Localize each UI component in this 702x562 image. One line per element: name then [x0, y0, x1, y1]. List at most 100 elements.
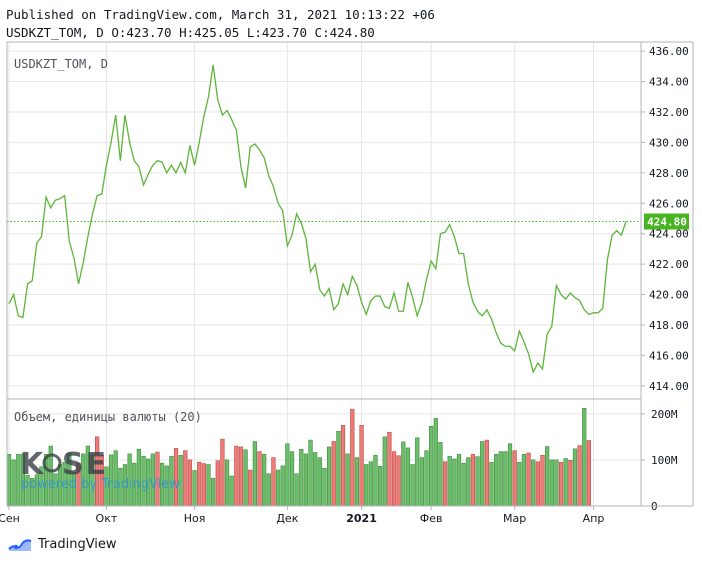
volume-bar	[229, 475, 234, 507]
price-chart[interactable]: 414.00 416.00 418.00 420.00 422.00 424.00 426.…	[0, 0, 702, 530]
volume-bar	[378, 466, 383, 507]
svg-text:K: K	[20, 447, 45, 482]
price-tick-label: 416.00	[649, 349, 689, 362]
published-line: Published on TradingView.com, March 31, …	[6, 7, 435, 22]
volume-bar	[192, 470, 197, 507]
price-series	[7, 64, 641, 374]
volume-bar	[456, 454, 462, 507]
last-price-label: 424.80	[647, 216, 687, 229]
tradingview-footer[interactable]: TradingView	[8, 533, 117, 555]
volume-bar	[461, 462, 466, 507]
volume-bar	[586, 440, 592, 507]
volume-bar	[215, 460, 220, 507]
volume-bar	[545, 446, 550, 507]
volume-bar	[554, 459, 559, 507]
volume-bar	[326, 446, 332, 507]
volume-bar	[187, 459, 193, 507]
volume-bar	[6, 454, 12, 507]
volume-bar	[489, 461, 494, 507]
volume-bar	[410, 464, 415, 507]
pane-labels: USDKZT_TOM, D Объем, единицы валюты (20)	[14, 57, 202, 424]
volume-bar	[345, 453, 350, 507]
volume-bar	[507, 443, 513, 507]
volume-bar	[470, 454, 476, 507]
volume-bar	[429, 425, 434, 507]
price-tick-label: 414.00	[649, 380, 689, 393]
kase-watermark: K SE powered by TradingView	[20, 447, 180, 492]
volume-bar	[197, 461, 202, 507]
volume-bar	[433, 418, 438, 507]
price-axis[interactable]: 414.00 416.00 418.00 420.00 422.00 424.00 426.…	[641, 45, 689, 393]
time-tick-label: Ноя	[184, 512, 206, 525]
price-tick-label: 430.00	[649, 136, 689, 149]
volume-tick-label: 100M	[651, 454, 678, 467]
volume-bar	[331, 441, 336, 507]
volume-bar	[498, 451, 503, 507]
volume-bar	[359, 425, 364, 507]
volume-bar	[262, 454, 267, 507]
svg-text:powered by TradingView: powered by TradingView	[21, 477, 180, 492]
volume-bar	[572, 448, 578, 507]
volume-bar	[447, 455, 452, 507]
time-tick-label: Окт	[96, 512, 118, 525]
time-tick-label: Дек	[276, 512, 298, 525]
volume-tick-label: 200M	[651, 408, 678, 421]
volume-bar	[466, 457, 471, 507]
volume-bar	[220, 438, 225, 507]
chart-frame	[6, 41, 694, 507]
price-tick-label: 422.00	[649, 258, 689, 271]
grid-lines	[7, 42, 641, 507]
volume-bar	[206, 464, 211, 507]
volume-bar	[568, 460, 573, 507]
volume-bar	[396, 455, 401, 507]
price-tick-label: 432.00	[649, 106, 689, 119]
volume-bar	[442, 461, 448, 507]
volume-bar	[266, 473, 271, 507]
time-tick-label: Сен	[0, 512, 20, 525]
volume-bar	[317, 457, 322, 507]
volume-bar	[201, 463, 206, 507]
volume-bar	[257, 451, 262, 507]
volume-bar	[512, 450, 517, 507]
volume-bar	[271, 457, 276, 507]
time-axis[interactable]: Сен Окт Ноя Дек 2021 Фев Мар Апр	[0, 506, 604, 525]
symbol-label: USDKZT_TOM, D	[14, 57, 108, 71]
price-line	[8, 64, 627, 374]
tradingview-logo-icon	[8, 539, 32, 551]
volume-bar	[387, 431, 392, 507]
volume-bar	[424, 450, 429, 507]
price-tick-label: 434.00	[649, 76, 689, 89]
svg-text:SE: SE	[62, 447, 108, 482]
volume-bar	[313, 452, 318, 507]
volume-bar	[354, 457, 360, 507]
volume-bar	[373, 454, 378, 507]
volume-bar	[340, 425, 346, 507]
volume-bar	[503, 451, 508, 507]
volume-bar	[452, 458, 457, 507]
volume-bar	[11, 459, 16, 507]
volume-bar	[183, 450, 188, 507]
volume-bar	[252, 441, 257, 507]
volume-bar	[475, 456, 480, 507]
volume-bar	[382, 436, 387, 507]
volume-bar	[289, 451, 295, 507]
price-tick-label: 428.00	[649, 167, 689, 180]
volume-bar	[336, 431, 341, 507]
volume-bar	[405, 447, 411, 507]
volume-bar	[294, 473, 299, 507]
volume-bar	[549, 459, 554, 507]
time-tick-label: Мар	[503, 512, 526, 525]
volume-bar	[350, 408, 355, 507]
price-tick-label: 420.00	[649, 289, 689, 302]
volume-bar	[419, 457, 424, 507]
volume-bar	[248, 469, 253, 507]
volume-bar	[364, 464, 369, 507]
time-tick-label: Фев	[420, 512, 443, 525]
volume-bar	[234, 445, 239, 507]
price-tick-label: 426.00	[649, 197, 689, 210]
time-tick-label: Апр	[583, 512, 605, 525]
footer-brand: TradingView	[38, 536, 117, 552]
volume-bar	[368, 461, 373, 507]
volume-bar	[540, 454, 545, 507]
